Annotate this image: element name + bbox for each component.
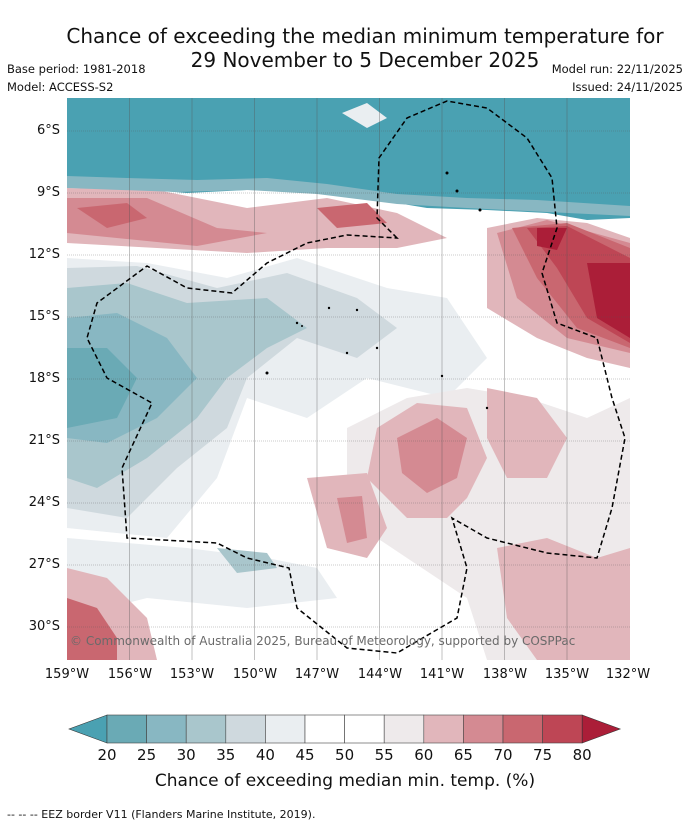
colorbar-segment: [146, 714, 187, 744]
colorbar-tick-label: 60: [414, 746, 434, 764]
lon-label: 153°W: [169, 667, 215, 682]
model-run: Model run: 22/11/2025: [551, 62, 683, 76]
colorbar: [68, 714, 622, 744]
lon-label: 132°W: [605, 667, 651, 682]
lon-label: 147°W: [294, 667, 340, 682]
colorbar-tick-label: 70: [493, 746, 513, 764]
colorbar-tick-label: 50: [335, 746, 355, 764]
colorbar-tick-label: 45: [295, 746, 315, 764]
colorbar-segment: [383, 714, 425, 744]
lat-label: 24°S: [28, 495, 60, 510]
islands: [265, 171, 489, 410]
graticule: [67, 98, 630, 660]
title-line-1: Chance of exceeding the median minimum t…: [66, 24, 664, 48]
colorbar-tick-label: 35: [216, 746, 236, 764]
map-title: Chance of exceeding the median minimum t…: [40, 24, 690, 72]
lon-label: 135°W: [544, 667, 590, 682]
colorbar-tick-label: 75: [533, 746, 553, 764]
probability-map: [67, 98, 630, 660]
lat-label: 15°S: [28, 309, 60, 324]
lat-label: 6°S: [36, 123, 60, 138]
eez-legend-note: -- -- -- EEZ border V11 (Flanders Marine…: [7, 808, 316, 821]
colorbar-segment: [423, 714, 464, 744]
colorbar-segment: [225, 714, 266, 744]
colorbar-tick-label: 80: [572, 746, 592, 764]
lat-label: 21°S: [28, 433, 60, 448]
issued-date: Issued: 24/11/2025: [572, 80, 683, 94]
colorbar-tick-label: 25: [137, 746, 157, 764]
eez-border: [86, 100, 626, 654]
base-period: Base period: 1981-2018: [7, 62, 146, 76]
colorbar-segment: [106, 714, 147, 744]
colorbar-segment: [304, 714, 345, 744]
lon-label: 141°W: [419, 667, 465, 682]
right-meta: Model run: 22/11/2025 Issued: 24/11/2025: [552, 60, 683, 96]
colorbar-segment: [463, 714, 504, 744]
colorbar-segment: [502, 714, 543, 744]
lat-label: 9°S: [36, 185, 60, 200]
lat-label: 18°S: [28, 371, 60, 386]
probability-field: [67, 98, 630, 660]
colorbar-segment: [265, 714, 306, 744]
model-name: Model: ACCESS-S2: [7, 80, 114, 94]
lon-label: 159°W: [44, 667, 90, 682]
lon-label: 150°W: [232, 667, 278, 682]
lat-label: 12°S: [28, 247, 60, 262]
colorbar-tick-label: 30: [176, 746, 196, 764]
colorbar-tick-label: 40: [255, 746, 275, 764]
copyright-notice: © Commonwealth of Australia 2025, Bureau…: [70, 634, 576, 648]
colorbar-tick-label: 20: [97, 746, 117, 764]
colorbar-segment: [344, 714, 385, 744]
colorbar-label: Chance of exceeding median min. temp. (%…: [154, 771, 536, 791]
lat-label: 27°S: [28, 557, 60, 572]
colorbar-tick-label: 55: [374, 746, 394, 764]
title-line-2: 29 November to 5 December 2025: [190, 48, 540, 72]
colorbar-tick-label: 65: [453, 746, 473, 764]
lon-label: 138°W: [482, 667, 528, 682]
colorbar-under-arrow: [68, 714, 108, 744]
colorbar-segment: [185, 714, 227, 744]
colorbar-over-arrow: [581, 714, 622, 744]
lon-label: 144°W: [357, 667, 403, 682]
lat-label: 30°S: [28, 619, 60, 634]
colorbar-segment: [542, 714, 583, 744]
left-meta: Base period: 1981-2018 Model: ACCESS-S2: [7, 60, 146, 96]
lon-label: 156°W: [107, 667, 153, 682]
